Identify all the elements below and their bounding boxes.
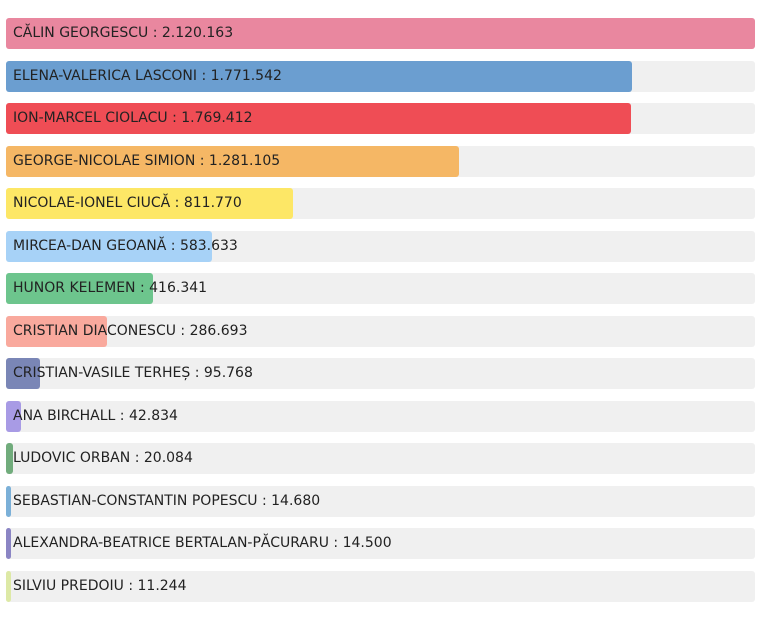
bar [6,188,293,219]
label-separator: : [148,25,162,41]
vote-count: 583.633 [179,237,238,254]
bar [6,145,459,177]
vote-count: 1.281.105 [208,152,281,169]
bar-label: HUNOR KELEMEN : 416.341 [13,273,207,304]
candidate-name: SEBASTIAN-CONSTANTIN POPESCU [13,492,258,509]
candidate-name: ANA BIRCHALL [13,407,116,424]
bar [6,60,632,92]
vote-count: 2.120.163 [161,25,234,41]
candidate-name: GEORGE-NICOLAE SIMION [13,152,196,169]
vote-count: 20.084 [143,450,193,466]
vote-count: 1.771.542 [210,67,282,84]
candidate-votes-bar-chart: CĂLIN GEORGESCU : 2.120.163 ELENA-VALERIC… [6,18,755,613]
bar-row: ELENA-VALERICA LASCONI : 1.771.542 [6,60,755,92]
bar-row: ALEXANDRA-BEATRICE BERTALAN-PĂCURARU : 1… [6,528,755,559]
candidate-name: CĂLIN GEORGESCU [13,25,149,41]
vote-count: 811.770 [183,195,242,211]
bar-label: SILVIU PREDOIU : 11.244 [13,571,187,602]
label-separator: : [135,280,150,296]
vote-count: 42.834 [128,407,178,424]
vote-count: 286.693 [189,322,248,339]
label-separator: : [328,535,343,551]
candidate-name: SILVIU PREDOIU [13,577,124,594]
candidate-name: ALEXANDRA-BEATRICE BERTALAN-PĂCURARU [13,535,329,551]
bar-label: CRISTIAN-VASILE TERHEȘ : 95.768 [13,358,253,389]
bar-row: GEORGE-NICOLAE SIMION : 1.281.105 [6,145,755,177]
bar-label: CRISTIAN DIACONESCU : 286.693 [13,316,248,347]
label-separator: : [197,67,211,84]
vote-count: 14.680 [271,492,321,509]
bar [6,315,108,347]
bar [6,230,213,262]
bar-label: CĂLIN GEORGESCU : 2.120.163 [13,18,233,49]
bar-label: ALEXANDRA-BEATRICE BERTALAN-PĂCURARU : 1… [13,528,392,559]
bar-label: ANA BIRCHALL : 42.834 [13,401,178,432]
bar-row: MIRCEA-DAN GEOANĂ : 583.633 [6,230,755,262]
bar-row: CRISTIAN-VASILE TERHEȘ : 95.768 [6,358,755,389]
vote-count: 14.500 [342,535,392,551]
bar-label: ELENA-VALERICA LASCONI : 1.771.542 [13,61,282,92]
bar [6,273,154,304]
bar-label: NICOLAE-IONEL CIUCĂ : 811.770 [13,188,242,219]
vote-count: 95.768 [203,365,253,381]
label-separator: : [167,110,182,126]
label-separator: : [175,322,190,339]
candidate-name: ION-MARCEL CIOLACU [13,110,168,126]
vote-count: 416.341 [149,280,208,296]
bar [6,400,22,432]
bar-label: ION-MARCEL CIOLACU : 1.769.412 [13,103,253,134]
bar-row: ANA BIRCHALL : 42.834 [6,400,755,432]
bar-row: LUDOVIC ORBAN : 20.084 [6,443,755,474]
label-separator: : [195,152,209,169]
vote-count: 11.244 [137,577,187,594]
label-separator: : [257,492,272,509]
bar-label: LUDOVIC ORBAN : 20.084 [13,443,193,474]
bar [6,570,11,602]
label-separator: : [115,407,129,424]
candidate-name: NICOLAE-IONEL CIUCĂ [13,195,171,211]
bar-label: GEORGE-NICOLAE SIMION : 1.281.105 [13,146,280,177]
bar-row: SEBASTIAN-CONSTANTIN POPESCU : 14.680 [6,485,755,517]
candidate-name: CRISTIAN-VASILE TERHEȘ [13,365,191,381]
label-separator: : [170,195,184,211]
bar-row: SILVIU PREDOIU : 11.244 [6,570,755,602]
vote-count: 1.769.412 [181,110,253,126]
bar-row: CĂLIN GEORGESCU : 2.120.163 [6,18,755,49]
candidate-name: MIRCEA-DAN GEOANĂ [13,237,167,254]
label-separator: : [166,237,180,254]
bar-row: CRISTIAN DIACONESCU : 286.693 [6,315,755,347]
bar [6,528,12,559]
bar-row: ION-MARCEL CIOLACU : 1.769.412 [6,103,755,134]
candidate-name: LUDOVIC ORBAN [13,450,131,466]
bar-label: SEBASTIAN-CONSTANTIN POPESCU : 14.680 [13,486,320,517]
label-separator: : [123,577,138,594]
bar [6,358,40,389]
candidate-name: ELENA-VALERICA LASCONI [13,67,198,84]
bar-row: NICOLAE-IONEL CIUCĂ : 811.770 [6,188,755,219]
bar [6,443,14,474]
label-separator: : [130,450,144,466]
bar-row: HUNOR KELEMEN : 416.341 [6,273,755,304]
label-separator: : [190,365,204,381]
candidate-name: CRISTIAN DIACONESCU [13,322,176,339]
bar-label: MIRCEA-DAN GEOANĂ : 583.633 [13,231,238,262]
bar [6,18,755,49]
bar [6,485,12,517]
candidate-name: HUNOR KELEMEN [13,280,136,296]
bar [6,103,632,134]
